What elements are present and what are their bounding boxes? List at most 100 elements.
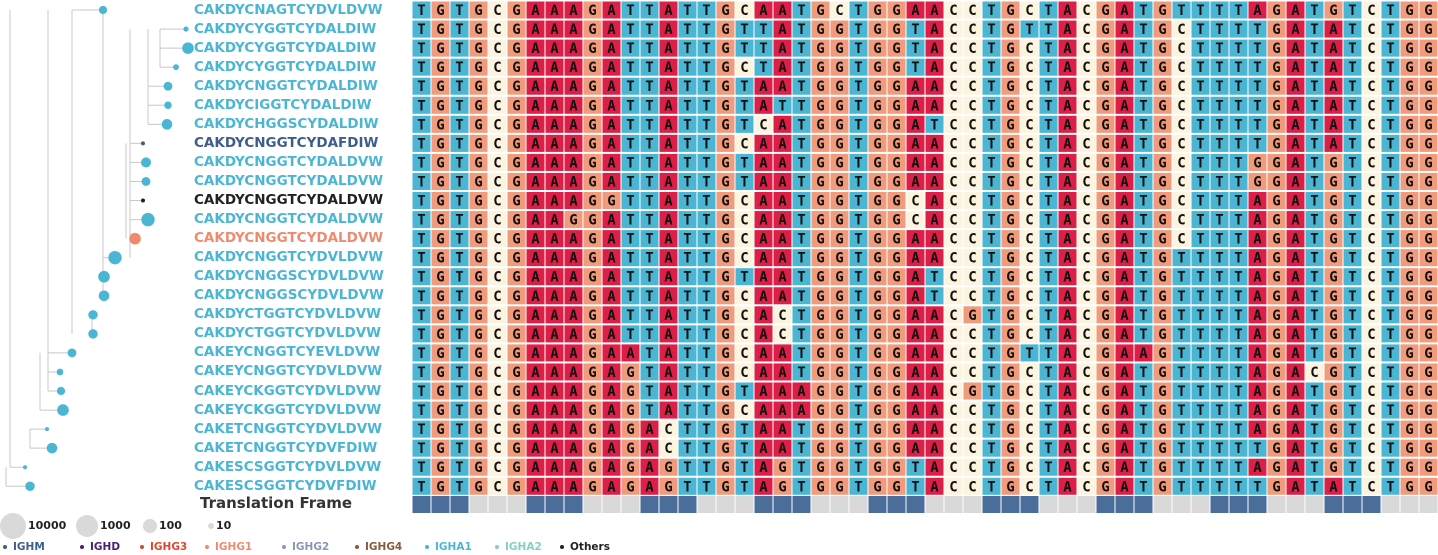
nucleotide-base: A bbox=[531, 346, 540, 362]
nucleotide-base: T bbox=[797, 117, 805, 133]
nucleotide-base: T bbox=[417, 98, 425, 114]
nucleotide-base: G bbox=[1272, 441, 1280, 457]
nucleotide-cell bbox=[697, 96, 716, 114]
nucleotide-base: A bbox=[797, 384, 806, 400]
frame-cell bbox=[754, 496, 773, 513]
nucleotide-cell bbox=[1400, 134, 1419, 152]
nucleotide-cell bbox=[583, 1, 602, 19]
frame-cell bbox=[1077, 496, 1096, 513]
nucleotide-base: A bbox=[550, 194, 559, 210]
nucleotide-cell bbox=[944, 20, 963, 38]
nucleotide-base: T bbox=[740, 41, 748, 57]
nucleotide-base: T bbox=[1348, 60, 1356, 76]
nucleotide-base: A bbox=[607, 346, 616, 362]
nucleotide-base: T bbox=[626, 41, 634, 57]
nucleotide-base: T bbox=[1348, 3, 1356, 19]
nucleotide-cell bbox=[507, 58, 526, 76]
nucleotide-base: A bbox=[930, 384, 939, 400]
nucleotide-base: G bbox=[512, 79, 520, 95]
nucleotide-base: T bbox=[854, 384, 862, 400]
nucleotide-base: C bbox=[1082, 403, 1090, 419]
nucleotide-base: T bbox=[645, 213, 653, 229]
nucleotide-base: G bbox=[474, 403, 482, 419]
nucleotide-base: C bbox=[740, 194, 748, 210]
nucleotide-base: T bbox=[645, 327, 653, 343]
nucleotide-base: T bbox=[1044, 213, 1052, 229]
frame-cell bbox=[545, 496, 564, 513]
frame-cell bbox=[963, 496, 982, 513]
nucleotide-base: G bbox=[512, 479, 520, 495]
nucleotide-base: A bbox=[1063, 3, 1072, 19]
nucleotide-base: T bbox=[626, 22, 634, 38]
nucleotide-base: G bbox=[721, 346, 729, 362]
nucleotide-base: G bbox=[816, 232, 824, 248]
nucleotide-base: G bbox=[1424, 232, 1432, 248]
nucleotide-base: G bbox=[816, 117, 824, 133]
nucleotide-base: T bbox=[455, 41, 463, 57]
nucleotide-base: A bbox=[607, 441, 616, 457]
nucleotide-base: C bbox=[949, 22, 957, 38]
nucleotide-base: T bbox=[1177, 460, 1185, 476]
nucleotide-base: G bbox=[512, 3, 520, 19]
nucleotide-base: C bbox=[1082, 346, 1090, 362]
nucleotide-base: G bbox=[721, 136, 729, 152]
nucleotide-base: G bbox=[1158, 22, 1166, 38]
nucleotide-base: A bbox=[607, 3, 616, 19]
nucleotide-base: G bbox=[1272, 403, 1280, 419]
nucleotide-base: G bbox=[1424, 251, 1432, 267]
nucleotide-cell bbox=[564, 134, 583, 152]
nucleotide-base: T bbox=[1234, 3, 1242, 19]
nucleotide-base: G bbox=[835, 232, 843, 248]
nucleotide-base: T bbox=[1348, 117, 1356, 133]
nucleotide-base: A bbox=[1291, 384, 1300, 400]
nucleotide-base: G bbox=[1101, 41, 1109, 57]
nucleotide-base: T bbox=[854, 308, 862, 324]
nucleotide-cell bbox=[792, 96, 811, 114]
nucleotide-cell bbox=[1248, 115, 1267, 133]
nucleotide-base: T bbox=[1196, 117, 1204, 133]
clone-node bbox=[183, 26, 189, 32]
nucleotide-base: C bbox=[1025, 41, 1033, 57]
nucleotide-cell bbox=[678, 134, 697, 152]
nucleotide-base: A bbox=[1253, 232, 1262, 248]
nucleotide-base: T bbox=[1215, 155, 1223, 171]
nucleotide-base: A bbox=[607, 213, 616, 229]
nucleotide-cell bbox=[1001, 1, 1020, 19]
nucleotide-cell bbox=[716, 58, 735, 76]
nucleotide-cell bbox=[1115, 134, 1134, 152]
nucleotide-base: C bbox=[911, 213, 919, 229]
nucleotide-base: G bbox=[835, 346, 843, 362]
nucleotide-base: C bbox=[1082, 232, 1090, 248]
nucleotide-cell bbox=[1191, 96, 1210, 114]
nucleotide-base: T bbox=[987, 60, 995, 76]
nucleotide-cell bbox=[754, 96, 773, 114]
isotype-legend-label: IGHA1 bbox=[435, 541, 472, 553]
nucleotide-cell bbox=[602, 153, 621, 171]
nucleotide-base: G bbox=[1272, 365, 1280, 381]
nucleotide-base: A bbox=[569, 403, 578, 419]
nucleotide-base: A bbox=[531, 403, 540, 419]
clone-node bbox=[56, 368, 64, 376]
nucleotide-base: G bbox=[588, 3, 596, 19]
nucleotide-base: C bbox=[1177, 60, 1185, 76]
nucleotide-base: G bbox=[626, 422, 634, 438]
nucleotide-base: G bbox=[1006, 346, 1014, 362]
nucleotide-base: C bbox=[1082, 194, 1090, 210]
nucleotide-base: G bbox=[436, 60, 444, 76]
nucleotide-base: A bbox=[607, 365, 616, 381]
nucleotide-base: C bbox=[493, 270, 501, 286]
nucleotide-base: A bbox=[930, 136, 939, 152]
nucleotide-base: G bbox=[474, 308, 482, 324]
nucleotide-base: T bbox=[1215, 41, 1223, 57]
nucleotide-base: G bbox=[1006, 479, 1014, 495]
nucleotide-base: A bbox=[569, 3, 578, 19]
nucleotide-base: C bbox=[740, 327, 748, 343]
nucleotide-base: G bbox=[1158, 441, 1166, 457]
nucleotide-base: C bbox=[1082, 460, 1090, 476]
nucleotide-base: T bbox=[455, 155, 463, 171]
nucleotide-base: A bbox=[550, 308, 559, 324]
nucleotide-cell bbox=[583, 58, 602, 76]
nucleotide-base: C bbox=[1082, 98, 1090, 114]
nucleotide-base: T bbox=[1310, 441, 1318, 457]
